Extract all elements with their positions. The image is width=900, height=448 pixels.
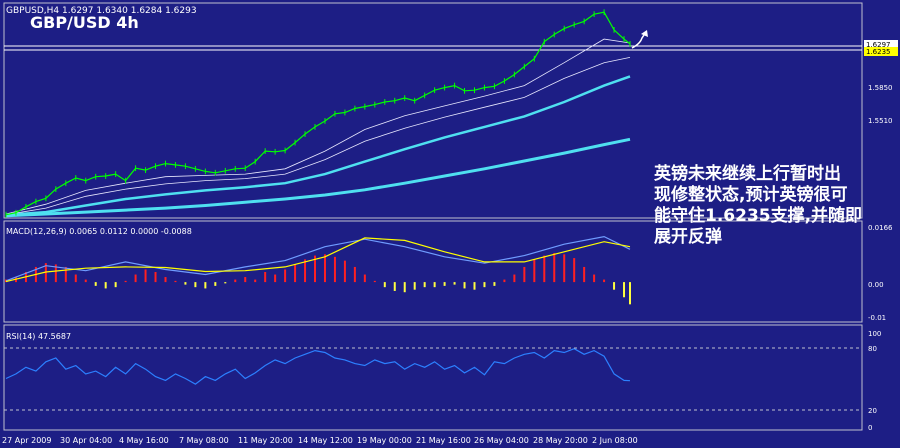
current-price-box: [864, 47, 898, 56]
time-label: 14 May 12:00: [298, 436, 353, 445]
price-series-group: [5, 9, 631, 218]
time-label: 7 May 08:00: [179, 436, 229, 445]
rsi-tick-100: 100: [868, 330, 881, 338]
macd-series-group: [5, 235, 631, 305]
macd-macd-line: [5, 235, 631, 282]
rsi-tick-0: 0: [868, 424, 872, 432]
macd-panel-frame: [3, 220, 863, 323]
price-ma-short-line: [5, 38, 631, 215]
rsi-panel-frame: [3, 324, 863, 431]
price-tick-2: 1.5510: [868, 117, 893, 125]
annotation-line: 现修整状态,预计英镑很可: [654, 184, 847, 205]
time-label: 19 May 00:00: [357, 436, 412, 445]
price-panel-frame: [3, 2, 863, 219]
time-label: 27 Apr 2009: [2, 436, 51, 445]
time-label: 21 May 16:00: [416, 436, 471, 445]
price-ma-long-line: [5, 137, 631, 218]
macd-tick-top: 0.0166: [868, 224, 893, 232]
price-close-line: [5, 11, 631, 216]
time-label: 28 May 20:00: [533, 436, 588, 445]
price-tick-1: 1.5850: [868, 84, 893, 92]
rsi-tick-20: 20: [868, 407, 877, 415]
rebound-arrow: [631, 31, 647, 49]
rsi-tick-80: 80: [868, 345, 877, 353]
annotation-line: 英镑未来继续上行暂时出: [654, 163, 841, 184]
time-label: 2 Jun 08:00: [592, 436, 638, 445]
macd-title: MACD(12,26,9) 0.0065 0.0112 0.0000 -0.00…: [6, 227, 192, 236]
chart-title: GBP/USD 4h: [30, 13, 139, 32]
price-ma-main-line: [5, 75, 631, 217]
macd-tick-bottom: -0.01: [868, 314, 886, 322]
resistance-price-label: 1.6297: [866, 41, 891, 49]
rsi-line: [5, 348, 631, 385]
time-label: 11 May 20:00: [238, 436, 293, 445]
rsi-title: RSI(14) 47.5687: [6, 332, 71, 341]
rebound-arrow-head: [641, 30, 648, 37]
rsi-series-group: [5, 348, 631, 385]
symbol-header: GBPUSD,H4 1.6297 1.6340 1.6284 1.6293: [6, 6, 197, 16]
time-label: 4 May 16:00: [119, 436, 169, 445]
time-label: 30 Apr 04:00: [60, 436, 112, 445]
time-label: 26 May 04:00: [474, 436, 529, 445]
resistance-price-box: [864, 40, 898, 49]
annotation-line: 能守住1.6235支撑,并随即: [654, 205, 862, 226]
current-price-label: 1.6235: [866, 48, 891, 56]
macd-tick-zero: 0.00: [868, 281, 884, 289]
annotation-line: 展开反弹: [654, 226, 722, 247]
price-ma-mid-line: [5, 57, 631, 216]
macd-signal-line: [5, 237, 631, 283]
